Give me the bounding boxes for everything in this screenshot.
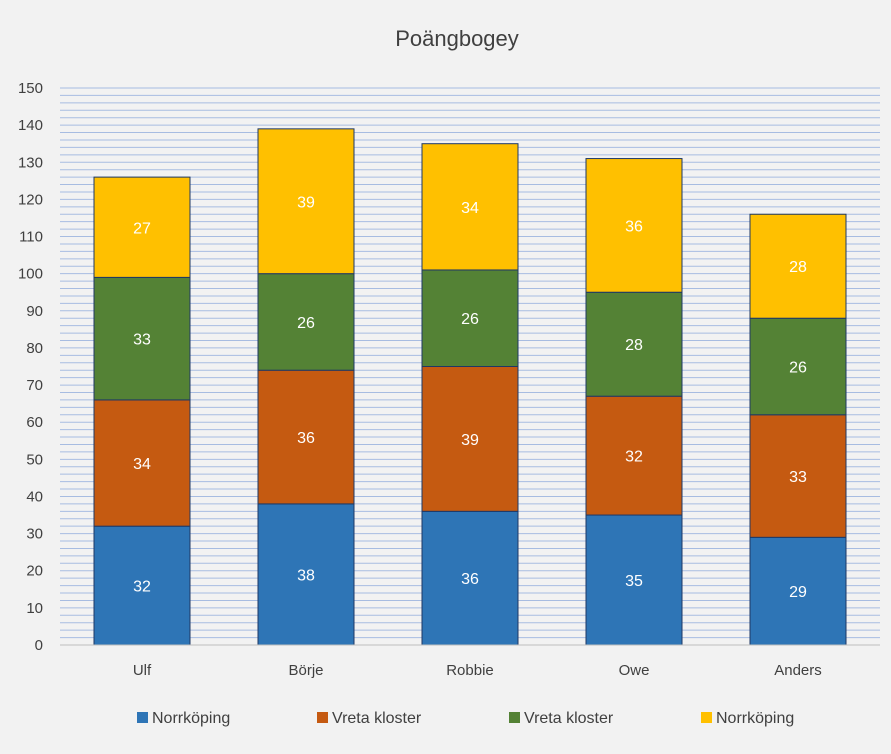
legend-swatch [701,712,712,723]
legend-item: Vreta kloster [317,710,422,727]
data-label: 36 [461,571,479,588]
data-label: 28 [789,259,807,276]
axes: 0 10 20 30 40 50 60 70 80 90 100 110 120 130 140 150 Ulf… [18,80,880,679]
data-label: 26 [297,315,315,332]
bar-segment [93,399,191,527]
y-tick-label: 150 [18,80,43,97]
data-label: 38 [297,567,315,584]
y-tick-label: 100 [18,266,43,283]
bar-segment [749,317,847,416]
bar-segment [749,213,847,319]
legend-item: Norrköping [137,710,230,727]
bars [93,128,847,646]
y-tick-label: 10 [26,600,43,617]
y-tick-label: 130 [18,154,43,171]
data-label: 32 [133,579,151,596]
x-tick-label: Anders [774,662,822,679]
data-label: 32 [625,449,643,466]
data-labels: 32 34 33 27 38 36 26 39 36 39 26 34 35 32 28 36 29 33 26 28 [133,194,807,601]
data-label: 35 [625,573,643,590]
data-label: 36 [625,218,643,235]
bar-segment [421,143,519,271]
y-tick-label: 50 [26,451,43,468]
legend-swatch [137,712,148,723]
x-tick-label: Börje [288,662,323,679]
bar-segment [421,510,519,646]
y-tick-label: 80 [26,340,43,357]
y-tick-label: 30 [26,526,43,543]
legend-label: Norrköping [152,710,230,727]
legend: Norrköping Vreta kloster Vreta kloster Norr… [137,710,794,727]
bar-segment [93,276,191,401]
x-tick-label: Ulf [133,662,152,679]
bar-segment [585,514,683,646]
data-label: 34 [461,200,479,217]
legend-swatch [509,712,520,723]
data-label: 39 [461,432,479,449]
data-label: 26 [461,311,479,328]
data-label: 36 [297,430,315,447]
y-tick-label: 140 [18,117,43,134]
legend-item: Norrköping [701,710,794,727]
y-tick-label: 70 [26,377,43,394]
data-label: 26 [789,360,807,377]
bar-segment [257,503,355,646]
data-label: 33 [789,469,807,486]
bar-segment [585,158,683,293]
bar-segment [749,414,847,538]
chart-title: Poängbogey [395,26,519,51]
y-tick-label: 90 [26,303,43,320]
bar-segment [93,525,191,646]
bar-segment [421,366,519,512]
data-label: 33 [133,332,151,349]
legend-swatch [317,712,328,723]
bar-segment [749,536,847,646]
y-tick-label: 40 [26,488,43,505]
legend-item: Vreta kloster [509,710,614,727]
y-tick-label: 60 [26,414,43,431]
x-tick-label: Owe [619,662,650,679]
data-label: 28 [625,337,643,354]
legend-label: Norrköping [716,710,794,727]
legend-label: Vreta kloster [332,710,422,727]
y-tick-label: 20 [26,563,43,580]
data-label: 34 [133,456,151,473]
legend-label: Vreta kloster [524,710,614,727]
y-tick-label: 0 [35,637,43,654]
data-label: 27 [133,220,151,237]
bar-segment [585,395,683,516]
data-label: 39 [297,194,315,211]
bar-segment [257,369,355,505]
y-tick-label: 120 [18,191,43,208]
bar-segment [585,291,683,397]
y-tick-label: 110 [19,229,43,246]
bar-segment [257,273,355,371]
data-label: 29 [789,584,807,601]
x-tick-label: Robbie [446,662,494,679]
bar-segment [257,128,355,275]
bar-segment [93,176,191,278]
